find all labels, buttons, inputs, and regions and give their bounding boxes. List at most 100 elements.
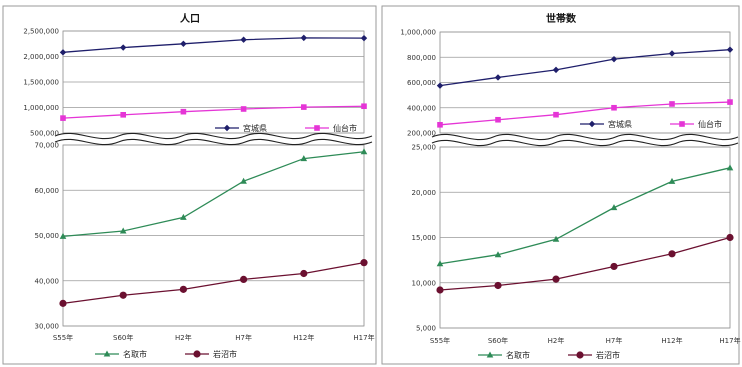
data-point	[120, 111, 126, 118]
legend-label: 仙台市	[698, 119, 722, 129]
series-line	[62, 37, 365, 53]
data-point	[119, 291, 127, 299]
legend-label: 仙台市	[333, 123, 357, 133]
series-line	[439, 167, 731, 265]
upper-plot-area: 2,500,000 2,000,000 1,500,000 1,000,000 500,…	[23, 28, 365, 138]
data-point	[726, 46, 734, 53]
data-point	[436, 82, 444, 89]
series-line	[62, 151, 365, 238]
x-tick-label: S60年	[488, 336, 508, 345]
y-tick-label: 30,000	[35, 323, 60, 331]
data-point	[120, 44, 127, 51]
data-point	[610, 262, 618, 271]
y-tick-label: 600,000	[407, 79, 436, 87]
data-point	[553, 111, 559, 118]
data-point	[668, 50, 676, 57]
data-point	[360, 259, 368, 267]
y-tick-label: 200,000	[407, 130, 436, 138]
data-point	[495, 116, 501, 123]
data-point	[610, 55, 618, 63]
x-tick-label: H12年	[661, 336, 682, 345]
legend-marker	[588, 120, 596, 128]
data-point	[726, 164, 734, 171]
data-point	[360, 34, 368, 42]
population-chart-panel: 人口 2,500,000 2,000,000 1,500,000 1,000,000 5…	[2, 5, 377, 365]
data-point	[179, 285, 187, 293]
y-tick-label: 1,000,000	[23, 104, 59, 112]
series-line	[62, 262, 365, 305]
data-point	[300, 269, 308, 278]
panel-frame	[381, 5, 740, 365]
series-line	[439, 236, 731, 291]
households-chart-panel: 世帯数 1,000,000 800,000 600,000 400,000 200,00…	[381, 5, 741, 365]
axis-break-top	[54, 132, 373, 140]
data-point	[59, 49, 67, 56]
data-point	[301, 104, 307, 110]
series-line	[439, 49, 731, 87]
data-point	[240, 275, 248, 283]
legend-marker	[193, 350, 201, 358]
x-tick-label: S55年	[430, 336, 450, 345]
y-tick-label: 15,000	[412, 234, 437, 242]
series-line	[62, 105, 365, 119]
data-point	[611, 104, 617, 111]
y-tick-label: 50,000	[35, 232, 60, 240]
data-point	[180, 40, 187, 48]
legend-label: 宮城県	[243, 123, 267, 133]
upper-plot-area: 1,000,000 800,000 600,000 400,000 200,000	[400, 29, 731, 138]
data-point	[119, 227, 127, 234]
series-line	[439, 101, 731, 126]
data-point	[494, 251, 502, 258]
data-point	[494, 74, 502, 81]
legend-label: 岩沼市	[596, 350, 620, 360]
x-tick-label: S55年	[53, 333, 73, 342]
legend-marker	[223, 124, 231, 132]
data-point	[300, 34, 307, 42]
data-point	[240, 106, 247, 112]
y-tick-label: 500,000	[30, 130, 59, 138]
data-point	[552, 66, 560, 74]
y-tick-label: 60,000	[35, 187, 60, 195]
legend-label: 名取市	[506, 350, 530, 360]
data-point	[60, 115, 66, 121]
data-point	[436, 260, 444, 267]
data-point	[240, 36, 247, 43]
x-tick-label: H2年	[175, 333, 192, 342]
y-tick-label: 400,000	[407, 104, 436, 112]
data-point	[610, 204, 618, 211]
legend-marker	[103, 350, 111, 357]
x-tick-label: H7年	[235, 333, 252, 342]
y-tick-label: 800,000	[407, 54, 436, 62]
legend-marker	[576, 351, 584, 359]
data-point	[668, 177, 676, 184]
y-tick-label: 1,000,000	[400, 29, 436, 37]
data-point	[726, 233, 734, 242]
axis-break-bottom	[54, 138, 373, 146]
y-tick-label: 2,500,000	[23, 28, 59, 36]
data-point	[668, 250, 676, 258]
data-point	[300, 155, 308, 162]
data-point	[494, 281, 502, 290]
data-point	[180, 213, 187, 220]
chart-title: 世帯数	[546, 12, 577, 25]
data-point	[552, 275, 560, 283]
x-tick-label: S60年	[113, 333, 133, 342]
data-point	[669, 101, 675, 107]
x-tick-label: H12年	[293, 333, 314, 342]
data-point	[727, 99, 733, 105]
chart-title: 人口	[180, 12, 200, 25]
data-point	[552, 235, 560, 242]
legend-marker	[486, 351, 494, 358]
x-tick-label: H7年	[606, 336, 623, 345]
y-tick-label: 70,000	[35, 142, 60, 150]
data-point	[59, 299, 67, 307]
x-tick-label: H17年	[353, 333, 374, 342]
data-point	[436, 286, 444, 294]
data-point	[180, 108, 187, 115]
y-tick-label: 10,000	[412, 279, 437, 287]
x-tick-label: H2年	[548, 336, 565, 345]
legend-label: 名取市	[123, 349, 147, 359]
y-tick-label: 2,000,000	[23, 53, 59, 61]
